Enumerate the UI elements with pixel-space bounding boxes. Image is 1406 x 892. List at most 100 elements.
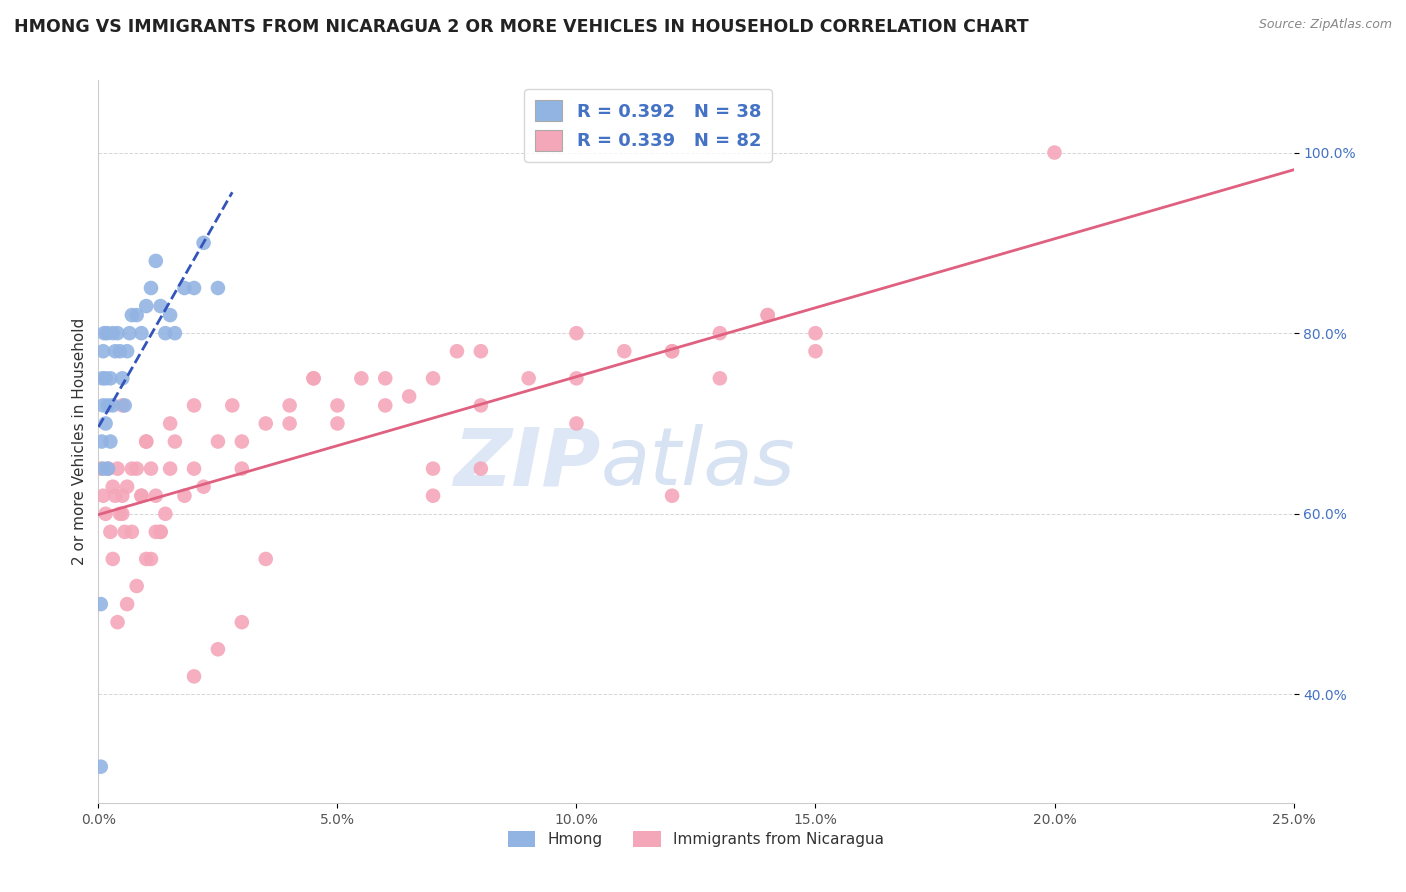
Point (131, 489, 153, 503)
Y-axis label: 2 or more Vehicles in Household: 2 or more Vehicles in Household (72, 318, 87, 566)
Point (90, 434, 112, 449)
Point (374, 398, 396, 412)
Point (145, 524, 167, 539)
Point (278, 398, 301, 412)
Point (114, 398, 136, 412)
Text: Source: ZipAtlas.com: Source: ZipAtlas.com (1258, 18, 1392, 31)
Point (756, 308, 779, 322)
Point (207, 642, 229, 657)
Point (121, 308, 143, 322)
Point (231, 461, 253, 475)
Point (159, 461, 181, 475)
Point (118, 326, 141, 341)
Point (470, 398, 492, 412)
Point (193, 480, 215, 494)
Point (135, 552, 157, 566)
Point (104, 344, 127, 359)
Point (470, 344, 492, 359)
Point (155, 507, 177, 521)
Point (159, 308, 181, 322)
Point (163, 326, 186, 341)
Point (231, 615, 253, 630)
Point (565, 417, 588, 431)
Point (183, 669, 205, 683)
Point (98, 434, 122, 449)
Point (278, 417, 301, 431)
Point (661, 344, 683, 359)
Point (91, 371, 114, 385)
Point (135, 434, 157, 449)
Point (422, 489, 444, 503)
Point (104, 489, 127, 503)
Point (804, 344, 827, 359)
Point (565, 371, 588, 385)
Point (326, 398, 349, 412)
Point (565, 326, 588, 341)
Point (111, 507, 134, 521)
Point (115, 480, 138, 494)
Point (108, 344, 131, 359)
Point (1043, 145, 1066, 160)
Point (149, 524, 172, 539)
Point (90, 760, 112, 774)
Point (446, 344, 468, 359)
Point (131, 326, 153, 341)
Point (135, 434, 157, 449)
Point (125, 308, 148, 322)
Point (125, 579, 148, 593)
Point (107, 326, 129, 341)
Point (326, 417, 349, 431)
Point (159, 417, 181, 431)
Point (139, 552, 162, 566)
Point (111, 489, 134, 503)
Point (613, 344, 636, 359)
Point (149, 524, 172, 539)
Point (661, 489, 683, 503)
Point (101, 326, 124, 341)
Point (101, 552, 124, 566)
Point (422, 461, 444, 475)
Point (207, 434, 229, 449)
Point (90, 597, 112, 611)
Text: HMONG VS IMMIGRANTS FROM NICARAGUA 2 OR MORE VEHICLES IN HOUSEHOLD CORRELATION C: HMONG VS IMMIGRANTS FROM NICARAGUA 2 OR … (14, 18, 1029, 36)
Point (398, 389, 420, 403)
Point (98, 524, 122, 539)
Text: ZIP: ZIP (453, 425, 600, 502)
Point (139, 281, 162, 295)
Point (350, 371, 373, 385)
Point (231, 434, 253, 449)
Point (125, 461, 148, 475)
Point (98, 371, 122, 385)
Point (93, 326, 115, 341)
Point (804, 326, 827, 341)
Point (470, 461, 492, 475)
Point (163, 434, 186, 449)
Point (115, 597, 138, 611)
Point (173, 281, 195, 295)
Legend: Hmong, Immigrants from Nicaragua: Hmong, Immigrants from Nicaragua (502, 825, 890, 853)
Point (96, 326, 118, 341)
Point (121, 524, 143, 539)
Point (111, 398, 134, 412)
Point (661, 344, 683, 359)
Point (91, 489, 114, 503)
Point (114, 524, 136, 539)
Point (91, 344, 114, 359)
Point (149, 299, 172, 313)
Point (94, 417, 117, 431)
Point (145, 489, 167, 503)
Point (135, 299, 157, 313)
Point (193, 235, 215, 250)
Point (221, 398, 243, 412)
Point (302, 371, 325, 385)
Point (422, 371, 444, 385)
Point (145, 253, 167, 268)
Point (107, 615, 129, 630)
Point (94, 507, 117, 521)
Point (756, 308, 779, 322)
Point (101, 398, 124, 412)
Text: atlas: atlas (600, 425, 796, 502)
Point (131, 489, 153, 503)
Point (207, 281, 229, 295)
Point (183, 398, 205, 412)
